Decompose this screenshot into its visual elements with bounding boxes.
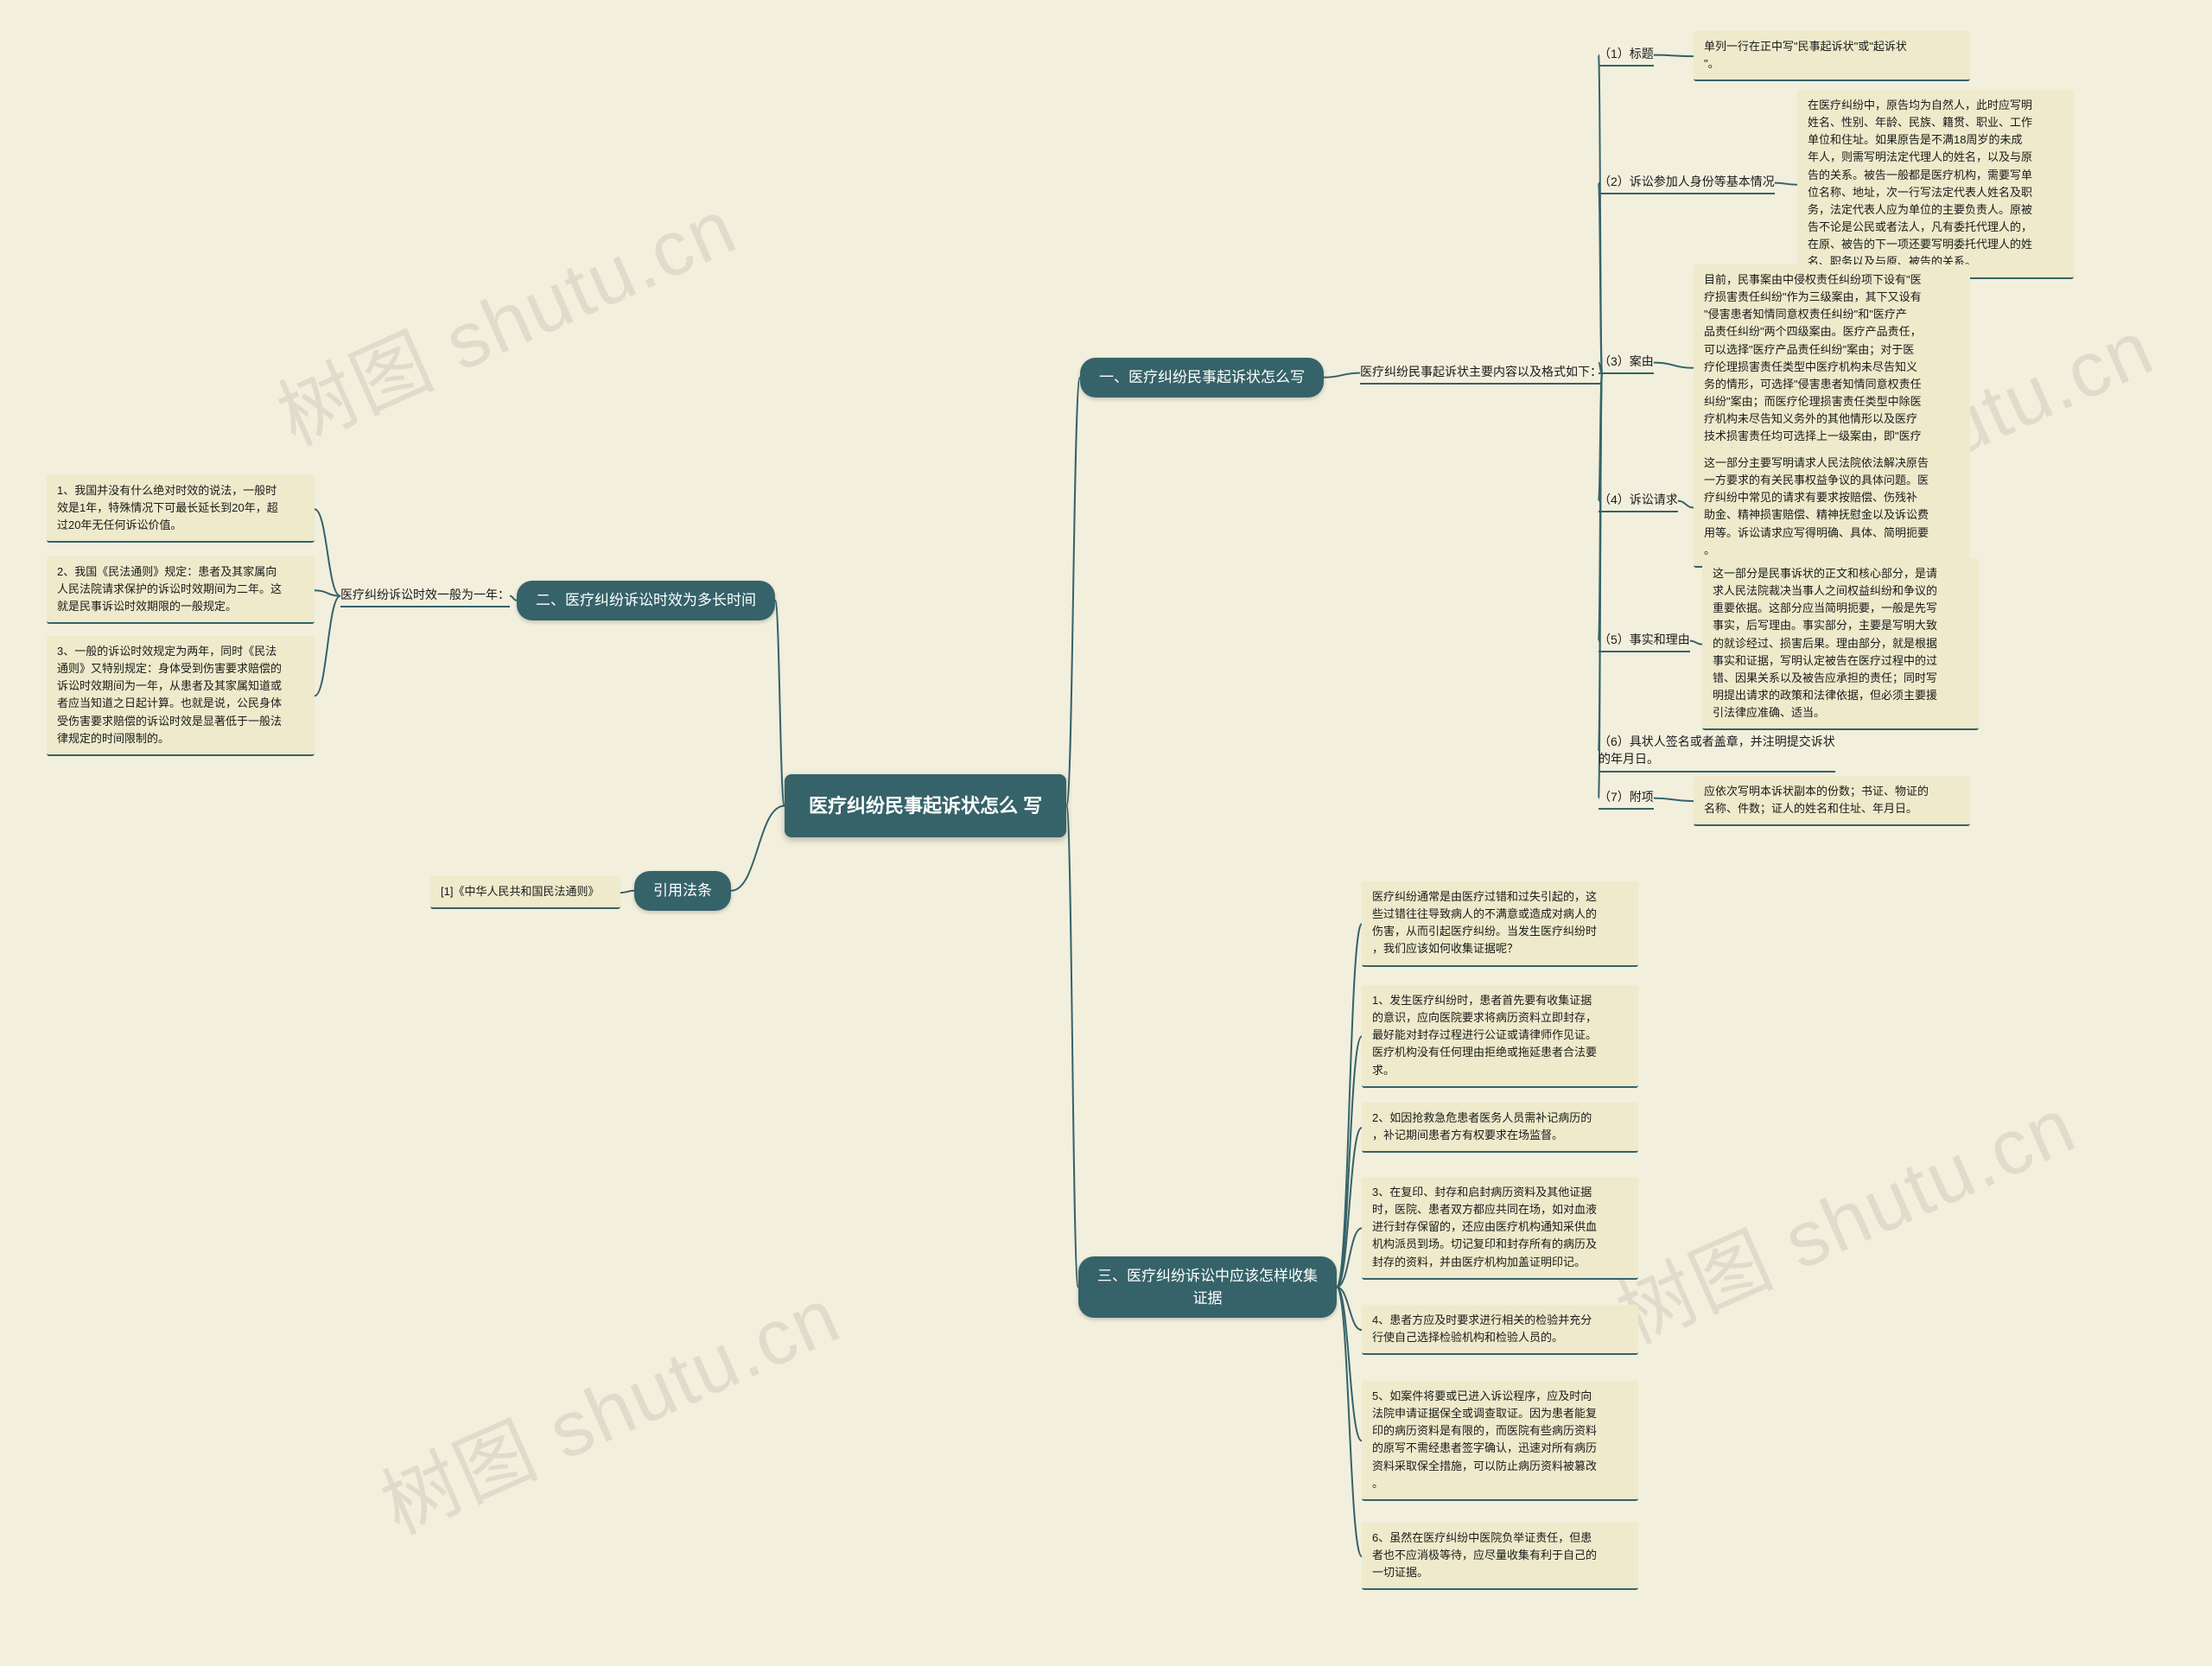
watermark: 树图 shutu.cn bbox=[1597, 1063, 2090, 1364]
b1-sub-7: （7）附项 bbox=[1599, 786, 1654, 810]
cite-leaf: [1]《中华人民共和国民法通则》 bbox=[430, 876, 620, 909]
b1-leaf-3: 目前，民事案由中侵权责任纠纷项下设有"医 疗损害责任纠纷"作为三级案由，其下又设… bbox=[1694, 264, 1970, 472]
b1-leaf-1: 单列一行在正中写"民事起诉状"或"起诉状 "。 bbox=[1694, 31, 1970, 81]
b2-leaf-3: 3、一般的诉讼时效规定为两年，同时《民法 通则》又特别规定：身体受到伤害要求赔偿… bbox=[47, 636, 315, 756]
b1-sub-1: （1）标题 bbox=[1599, 43, 1654, 67]
watermark: 树图 shutu.cn bbox=[257, 164, 751, 466]
b2-leaf-2: 2、我国《民法通则》规定：患者及其家属向 人民法院请求保护的诉讼时效期间为二年。… bbox=[47, 556, 315, 624]
b3-leaf-6: 6、虽然在医疗纠纷中医院负举证责任，但患 者也不应消极等待，应尽量收集有利于自己… bbox=[1362, 1523, 1638, 1590]
b1-leaf-5: 这一部分是民事诉状的正文和核心部分，是请 求人民法院裁决当事人之间权益纠纷和争议… bbox=[1702, 558, 1979, 730]
b1-sub-4: （4）诉讼请求 bbox=[1599, 489, 1678, 512]
b1-sub-5: （5）事实和理由 bbox=[1599, 629, 1690, 652]
b3-leaf-5: 5、如案件将要或已进入诉讼程序，应及时向 法院申请证据保全或调查取证。因为患者能… bbox=[1362, 1381, 1638, 1501]
b3-leaf-1: 1、发生医疗纠纷时，患者首先要有收集证据 的意识，应向医院要求将病历资料立即封存… bbox=[1362, 985, 1638, 1088]
b1-leaf-7: 应依次写明本诉状副本的份数；书证、物证的 名称、件数；证人的姓名和住址、年月日。 bbox=[1694, 776, 1970, 826]
b1-leaf-4: 这一部分主要写明请求人民法院依法解决原告 一方要求的有关民事权益争议的具体问题。… bbox=[1694, 448, 1970, 568]
b1-leaf-2: 在医疗纠纷中，原告均为自然人，此时应写明 姓名、性别、年龄、民族、籍贯、职业、工… bbox=[1797, 90, 2074, 279]
b1-sub-2: （2）诉讼参加人身份等基本情况 bbox=[1599, 171, 1775, 194]
branch-2: 二、医疗纠纷诉讼时效为多长时间 bbox=[517, 581, 775, 620]
watermark: 树图 shutu.cn bbox=[361, 1253, 855, 1555]
branch-1-sub: 医疗纠纷民事起诉状主要内容以及格式如下： bbox=[1360, 361, 1602, 385]
branch-cite: 引用法条 bbox=[634, 871, 731, 911]
branch-2-sub: 医疗纠纷诉讼时效一般为一年： bbox=[340, 584, 510, 607]
b1-sub-3: （3）案由 bbox=[1599, 351, 1654, 374]
b3-leaf-3: 3、在复印、封存和启封病历资料及其他证据 时，医院、患者双方都应共同在场，如对血… bbox=[1362, 1177, 1638, 1280]
b3-leaf-2: 2、如因抢救急危患者医务人员需补记病历的 ，补记期间患者方有权要求在场监督。 bbox=[1362, 1103, 1638, 1153]
branch-3: 三、医疗纠纷诉讼中应该怎样收集 证据 bbox=[1078, 1256, 1337, 1318]
b3-leaf-intro: 医疗纠纷通常是由医疗过错和过失引起的，这 些过错往往导致病人的不满意或造成对病人… bbox=[1362, 881, 1638, 967]
branch-1: 一、医疗纠纷民事起诉状怎么写 bbox=[1080, 358, 1324, 397]
b3-leaf-4: 4、患者方应及时要求进行相关的检验并充分 行使自己选择检验机构和检验人员的。 bbox=[1362, 1305, 1638, 1355]
b1-sub-6: （6）具状人签名或者盖章，并注明提交诉状 的年月日。 bbox=[1599, 731, 1835, 773]
b2-leaf-1: 1、我国并没有什么绝对时效的说法，一般时 效是1年，特殊情况下可最长延长到20年… bbox=[47, 475, 315, 543]
center-node: 医疗纠纷民事起诉状怎么 写 bbox=[785, 774, 1066, 837]
